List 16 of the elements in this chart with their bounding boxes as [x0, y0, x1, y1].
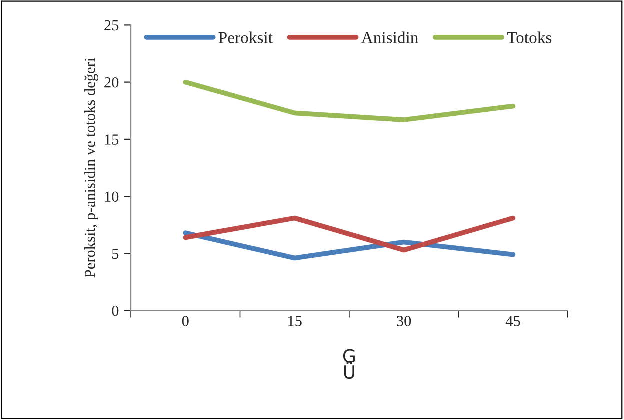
x-tick-label: 30 — [397, 316, 412, 326]
y-tick-label: 10 — [105, 192, 119, 202]
y-axis-title: Peroksit, p-anisidin ve totoks değeri — [84, 58, 98, 278]
legend-label: Totoks — [507, 32, 552, 44]
legend-label: Peroksit — [218, 32, 273, 44]
y-tick-label: 20 — [104, 77, 119, 88]
x-tick-label: 15 — [288, 316, 302, 326]
x-tick-label: 45 — [506, 316, 520, 326]
line-series — [183, 80, 516, 122]
x-tick-label: 0 — [182, 316, 189, 326]
y-tick-label: 5 — [112, 248, 119, 260]
x-axis-title: G Ü — [343, 349, 355, 380]
y-tick-label: 25 — [104, 20, 119, 31]
y-tick-label: 15 — [105, 134, 119, 145]
y-tick-label: 0 — [112, 306, 119, 316]
legend-label: Anisidin — [361, 32, 418, 44]
